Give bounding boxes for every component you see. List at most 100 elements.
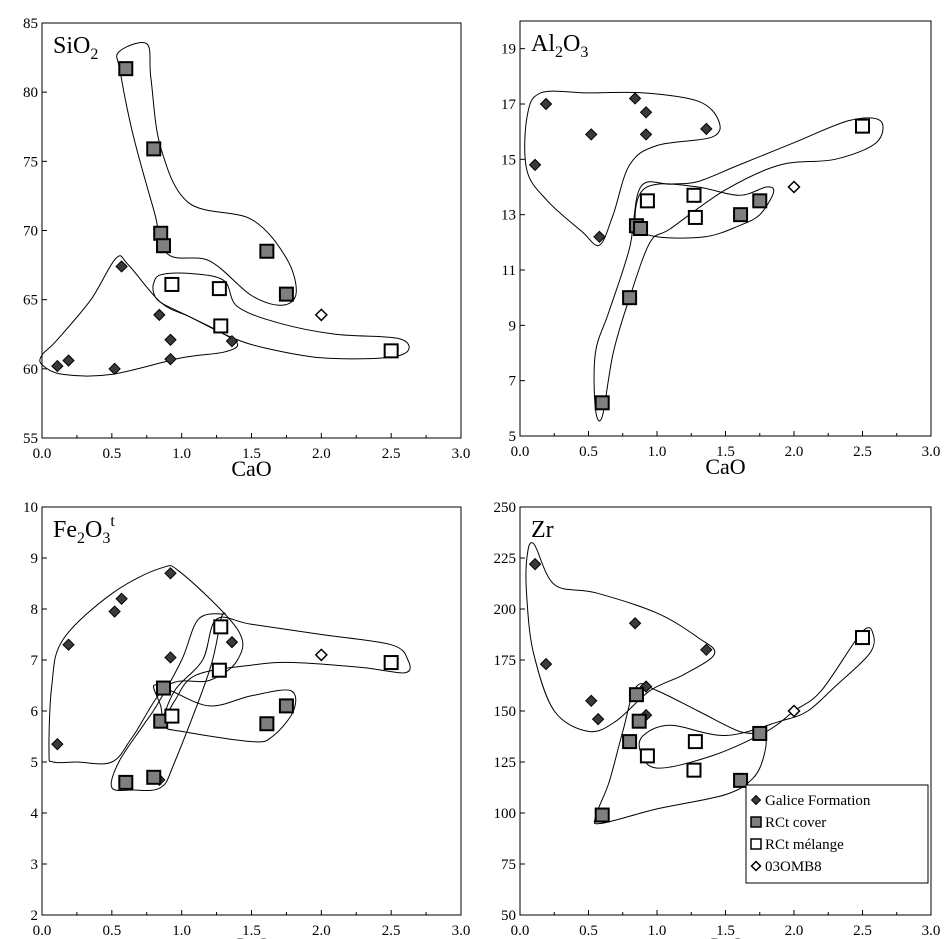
- x-tick-label: 1.5: [242, 923, 261, 939]
- x-tick-label: 2.0: [312, 923, 331, 939]
- data-point-square-open: [639, 748, 655, 764]
- data-point-diamond-open: [314, 648, 328, 662]
- field-outline: [524, 90, 721, 247]
- field-outline: [634, 183, 775, 239]
- data-point-square-gray: [733, 772, 749, 788]
- legend-label: RCt mélange: [765, 837, 844, 853]
- data-point-diamond-filled: [62, 638, 75, 651]
- y-tick-label: 9: [509, 318, 517, 334]
- data-point-square-gray: [153, 225, 169, 241]
- y-tick-label: 200: [494, 602, 517, 618]
- y-tick-label: 5: [31, 755, 39, 771]
- panel-title: Al2O3: [531, 31, 588, 61]
- data-point-square-open: [164, 708, 180, 724]
- y-tick-label: 9: [31, 551, 39, 567]
- data-point-square-open: [213, 318, 229, 334]
- x-tick-label: 2.0: [785, 444, 804, 460]
- y-tick-label: 6: [31, 704, 39, 720]
- data-point-square-open: [687, 209, 703, 225]
- data-point-diamond-filled: [528, 557, 542, 571]
- data-point-diamond-filled: [164, 352, 177, 366]
- panel-title: Fe2O3t: [53, 513, 115, 547]
- y-tick-label: 5: [509, 429, 517, 445]
- x-tick-label: 1.0: [172, 446, 191, 462]
- data-point-diamond-filled: [700, 122, 713, 136]
- y-tick-label: 2: [31, 908, 39, 924]
- data-point-diamond-filled: [585, 128, 598, 141]
- plot-frame: [41, 22, 462, 439]
- x-tick-label: 0.0: [33, 446, 52, 462]
- x-axis-title: CaO: [231, 456, 271, 481]
- x-tick-label: 1.5: [716, 444, 735, 460]
- data-point-square-gray: [259, 716, 275, 732]
- legend-marker-diamond-open: [750, 860, 762, 872]
- data-point-square-gray: [622, 734, 638, 750]
- legend-marker-square-open: [750, 838, 762, 850]
- panel-sio2: 0.0 0.5 1.0 1.5 2.0 2.5 3.0 55 60 65 70 75 80 85 CaO Si…: [23, 16, 470, 481]
- y-tick-label: 80: [23, 85, 38, 101]
- field-outline: [525, 542, 716, 733]
- data-point-diamond-filled: [164, 651, 177, 664]
- data-point-square-open: [686, 187, 702, 203]
- data-point-diamond-open: [314, 308, 328, 322]
- x-tick-label: 0.0: [511, 444, 530, 460]
- legend-label: 03OMB8: [765, 859, 822, 875]
- x-tick-label: 3.0: [922, 444, 941, 460]
- data-point-diamond-filled: [628, 92, 642, 105]
- data-point-diamond-filled: [639, 128, 653, 141]
- y-tick-label: 250: [494, 500, 517, 516]
- data-point-square-gray: [633, 221, 649, 236]
- y-tick-label: 55: [23, 431, 38, 447]
- data-point-square-gray: [752, 725, 768, 741]
- data-point-square-gray: [156, 238, 172, 254]
- legend-label: Galice Formation: [765, 793, 871, 809]
- legend-marker-square-gray: [750, 816, 762, 828]
- data-point-diamond-filled: [585, 694, 598, 708]
- data-point-square-open: [855, 118, 870, 134]
- data-point-diamond-filled: [51, 737, 64, 751]
- x-tick-label: 2.0: [785, 923, 804, 939]
- data-point-diamond-filled: [639, 106, 653, 119]
- y-tick-label: 19: [501, 42, 516, 58]
- data-point-square-gray: [156, 680, 172, 696]
- panel-zr: 0.0 0.5 1.0 1.5 2.0 2.5 3.0 50 75 100 125 150 175 200…: [494, 500, 941, 939]
- field-outline: [110, 612, 226, 792]
- data-point-square-gray: [594, 807, 610, 823]
- data-point-diamond-open: [787, 180, 801, 194]
- data-point-diamond-filled: [700, 643, 713, 657]
- data-point-square-gray: [146, 141, 162, 157]
- panel-fe2o3t: 0.0 0.5 1.0 1.5 2.0 2.5 3.0 2 3 4 5 6 7 8 9 10 CaO Fe2O3t: [23, 500, 470, 939]
- data-point-square-gray: [628, 687, 644, 703]
- y-tick-label: 85: [23, 16, 38, 32]
- y-tick-label: 7: [31, 653, 39, 669]
- y-tick-label: 3: [31, 857, 39, 873]
- y-tick-label: 60: [23, 362, 38, 378]
- data-point-square-gray: [259, 243, 275, 259]
- legend-label: RCt cover: [765, 815, 826, 831]
- data-point-square-open: [855, 630, 870, 646]
- y-tick-label: 125: [494, 755, 517, 771]
- y-tick-label: 100: [494, 806, 517, 822]
- x-axis-title: CaO: [231, 933, 271, 939]
- data-point-diamond-filled: [164, 333, 177, 346]
- y-tick-label: 50: [501, 908, 516, 924]
- data-point-diamond-filled: [591, 712, 605, 726]
- data-point-square-open: [383, 343, 399, 359]
- data-point-square-gray: [146, 769, 162, 785]
- y-tick-label: 13: [501, 208, 516, 224]
- panel-al2o3: 0.0 0.5 1.0 1.5 2.0 2.5 3.0 5 7 9 11 13 15 17 19 CaO Al2…: [501, 20, 941, 479]
- y-tick-label: 75: [23, 154, 38, 170]
- x-tick-label: 3.0: [452, 923, 471, 939]
- data-point-square-gray: [278, 286, 294, 302]
- data-point-diamond-filled: [528, 158, 542, 172]
- y-tick-label: 75: [501, 857, 516, 873]
- x-tick-label: 2.0: [312, 446, 331, 462]
- data-point-diamond-filled: [628, 617, 642, 630]
- x-tick-label: 3.0: [922, 923, 941, 939]
- data-point-square-gray: [118, 61, 134, 77]
- data-point-square-gray: [733, 207, 749, 223]
- data-point-square-gray: [631, 713, 647, 729]
- data-point-diamond-filled: [108, 362, 121, 376]
- y-tick-label: 175: [494, 653, 517, 669]
- data-point-diamond-filled: [225, 334, 239, 348]
